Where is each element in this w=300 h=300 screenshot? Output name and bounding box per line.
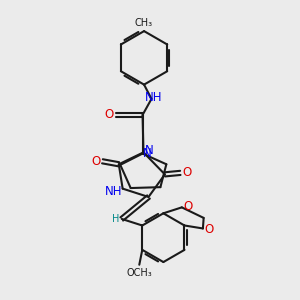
Text: O: O (91, 155, 101, 168)
Text: NH: NH (104, 184, 122, 197)
Text: OCH₃: OCH₃ (126, 268, 152, 278)
Text: N: N (143, 147, 152, 160)
Text: O: O (184, 200, 193, 213)
Text: H: H (112, 214, 119, 224)
Text: O: O (182, 167, 191, 179)
Text: CH₃: CH₃ (135, 18, 153, 28)
Text: NH: NH (145, 91, 163, 104)
Text: N: N (144, 143, 153, 157)
Text: O: O (205, 223, 214, 236)
Text: O: O (105, 108, 114, 122)
